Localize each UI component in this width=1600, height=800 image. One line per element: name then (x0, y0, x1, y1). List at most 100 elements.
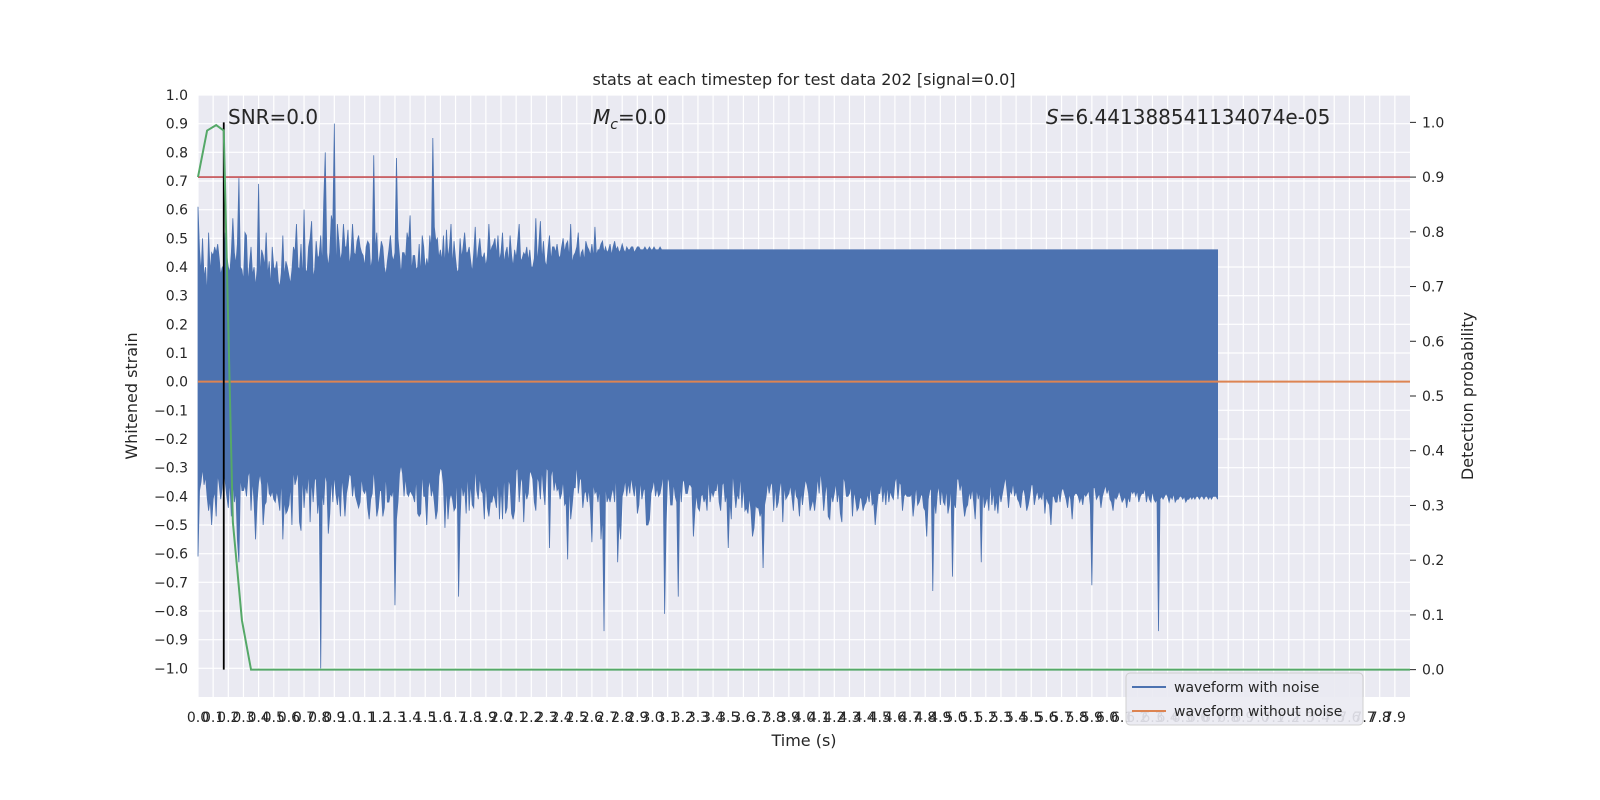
y-right-tick-label: 0.7 (1422, 280, 1444, 296)
x-tick-label: 2.0 (490, 710, 512, 726)
x-tick-label: 0.4 (247, 710, 269, 726)
y-tick-label: 0.1 (166, 346, 188, 362)
y-right-tick-label: 1.0 (1422, 115, 1444, 131)
x-tick-label: 0.0 (187, 710, 209, 726)
y-tick-label: 0.2 (166, 317, 188, 333)
x-tick-label: 4.4 (853, 710, 875, 726)
x-tick-label: 0.5 (263, 710, 285, 726)
y-right-tick-label: 0.3 (1422, 498, 1444, 514)
y-tick-label: −0.9 (154, 633, 188, 649)
x-tick-label: 3.4 (702, 710, 724, 726)
series-detection-probability (197, 123, 1410, 671)
x-tick-label: 0.7 (293, 710, 315, 726)
y-tick-label: 0.4 (166, 260, 188, 276)
legend-label-waveform-without-noise: waveform without noise (1174, 704, 1342, 720)
x-tick-label: 0.2 (217, 710, 239, 726)
x-tick-label: 3.3 (687, 710, 709, 726)
y-tick-label: 0.9 (166, 117, 188, 133)
y-tick-label: −0.6 (154, 547, 188, 563)
y-right-tick-label: 0.6 (1422, 334, 1444, 350)
y-tick-label: −0.7 (154, 575, 188, 591)
y-tick-label: 0.3 (166, 289, 188, 305)
y-right-tick-label: 0.1 (1422, 608, 1444, 624)
x-tick-label: 3.7 (747, 710, 769, 726)
x-tick-label: 2.1 (505, 710, 527, 726)
y-tick-label: 1.0 (166, 88, 188, 104)
x-tick-label: 5.2 (975, 710, 997, 726)
x-tick-label: 1.8 (460, 710, 482, 726)
x-tick-label: 3.1 (657, 710, 679, 726)
x-tick-label: 4.5 (869, 710, 891, 726)
x-tick-label: 2.6 (581, 710, 603, 726)
x-tick-label: 1.6 (429, 710, 451, 726)
x-tick-label: 2.2 (520, 710, 542, 726)
x-tick-label: 2.9 (626, 710, 648, 726)
x-tick-label: 5.3 (990, 710, 1012, 726)
x-tick-label: 5.9 (1081, 710, 1103, 726)
x-tick-label: 2.5 (566, 710, 588, 726)
x-tick-label: 0.3 (232, 710, 254, 726)
legend-box (1125, 672, 1364, 726)
x-tick-label: 3.2 (672, 710, 694, 726)
y-tick-label: −0.5 (154, 518, 188, 534)
y-tick-label: 0.0 (166, 375, 188, 391)
x-tick-label: 3.6 (732, 710, 754, 726)
s-symbol: S (1046, 105, 1059, 129)
x-tick-label: 2.8 (611, 710, 633, 726)
mc-value: =0.0 (618, 105, 667, 129)
x-tick-label: 1.0 (338, 710, 360, 726)
x-tick-label: 1.3 (384, 710, 406, 726)
legend: waveform with noise waveform without noi… (1125, 672, 1364, 726)
y-tick-label: −0.3 (154, 461, 188, 477)
mc-subscript: c (610, 117, 618, 133)
series-waveform-with-noise (197, 123, 1218, 669)
series-layer (197, 122, 1410, 671)
x-tick-label: 5.0 (944, 710, 966, 726)
x-tick-label: 2.7 (596, 710, 618, 726)
x-tick-label: 0.1 (202, 710, 224, 726)
x-tick-label: 1.1 (354, 710, 376, 726)
x-tick-label: 0.9 (323, 710, 345, 726)
x-tick-label: 7.8 (1369, 710, 1391, 726)
x-tick-label: 1.5 (414, 710, 436, 726)
y-tick-label: 0.8 (166, 145, 188, 161)
x-axis-label: Time (s) (770, 731, 836, 750)
x-tick-label: 5.1 (960, 710, 982, 726)
x-tick-label: 3.8 (763, 710, 785, 726)
x-tick-label: 4.2 (823, 710, 845, 726)
x-tick-label: 0.6 (278, 710, 300, 726)
x-tick-label: 0.8 (308, 710, 330, 726)
x-tick-label: 4.9 (929, 710, 951, 726)
y-right-tick-label: 0.2 (1422, 553, 1444, 569)
x-tick-label: 4.8 (914, 710, 936, 726)
y-tick-label: −0.4 (154, 489, 188, 505)
s-annotation: S=6.441388541134074e-05 (1046, 105, 1330, 129)
x-tick-label: 4.1 (808, 710, 830, 726)
x-tick-label: 3.0 (641, 710, 663, 726)
x-tick-label: 1.9 (475, 710, 497, 726)
y-tick-label: −1.0 (154, 661, 188, 677)
snr-annotation: SNR=0.0 (228, 105, 318, 129)
x-tick-label: 4.7 (899, 710, 921, 726)
y-right-tick-label: 0.0 (1422, 663, 1444, 679)
x-tick-label: 4.6 (884, 710, 906, 726)
x-tick-label: 5.4 (1005, 710, 1027, 726)
y-axis-label: Whitened strain (122, 332, 141, 459)
x-tick-label: 4.3 (838, 710, 860, 726)
x-tick-label: 1.2 (369, 710, 391, 726)
x-tick-label: 1.7 (444, 710, 466, 726)
x-tick-label: 5.5 (1020, 710, 1042, 726)
y-axis-right-label: Detection probability (1458, 312, 1477, 480)
x-tick-label: 3.5 (717, 710, 739, 726)
x-tick-label: 2.3 (535, 710, 557, 726)
x-tick-label: 7.9 (1384, 710, 1406, 726)
y-right-tick-label: 0.5 (1422, 389, 1444, 405)
x-tick-label: 6.0 (1096, 710, 1118, 726)
y-right-tick-label: 0.4 (1422, 444, 1444, 460)
y-tick-label: 0.5 (166, 231, 188, 247)
y-tick-label: −0.1 (154, 403, 188, 419)
s-value: =6.441388541134074e-05 (1059, 105, 1331, 129)
x-tick-label: 4.0 (793, 710, 815, 726)
x-tick-label: 5.7 (1050, 710, 1072, 726)
